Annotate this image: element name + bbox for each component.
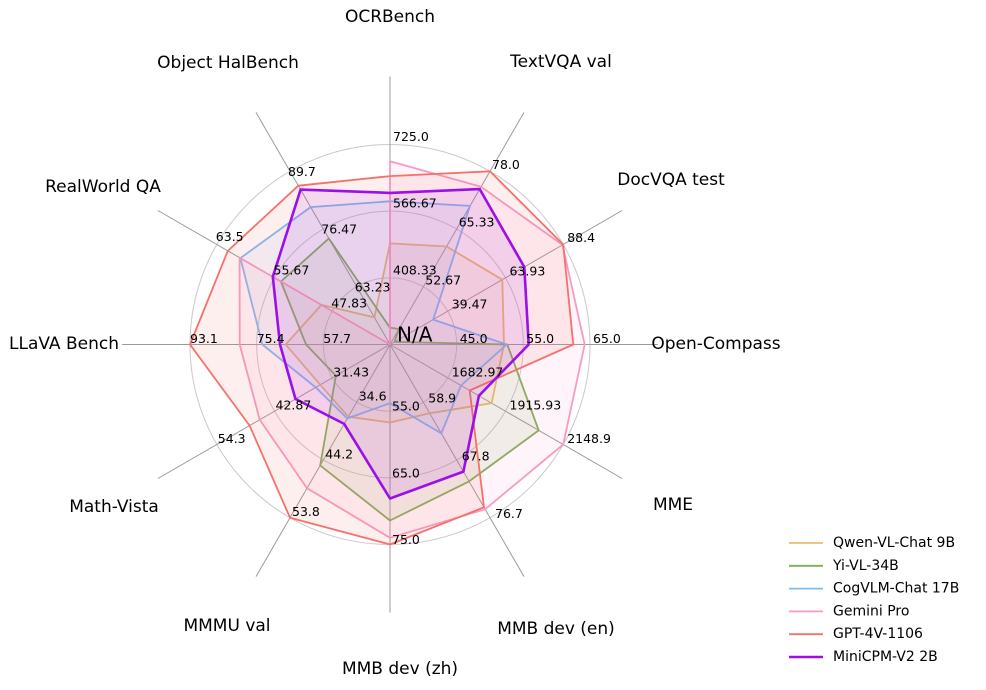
tick-object-halbench-1: 63.23 (355, 279, 391, 294)
tick-textvqa-val-1: 52.67 (425, 272, 461, 287)
tick-docvqa-test-3: 88.4 (567, 230, 595, 245)
legend-item-gemini-pro: Gemini Pro (789, 603, 909, 619)
legend-label-gpt-4v-1106: GPT-4V-1106 (833, 626, 923, 642)
axis-label-mmmu-val: MMMU val (183, 616, 270, 636)
series-line-gpt-4v-1106 (189, 170, 575, 546)
tick-open-compass-1: 45.0 (460, 331, 488, 346)
tick-ocrbench-2: 566.67 (393, 196, 437, 211)
axis-label-math-vista: Math-Vista (69, 497, 159, 517)
axis-label-mmb-dev-en: MMB dev (en) (497, 619, 615, 639)
tick-realworld-qa-1: 47.83 (331, 296, 367, 311)
tick-llava-bench-1: 57.7 (323, 331, 351, 346)
spoke-docvqa-test (389, 210, 623, 345)
tick-mmb-dev-en-2: 67.8 (462, 449, 490, 464)
tick-open-compass-2: 55.0 (526, 331, 554, 346)
tick-math-vista-1: 31.43 (333, 364, 369, 379)
tick-object-halbench-3: 89.7 (288, 164, 316, 179)
tick-llava-bench-2: 75.4 (257, 331, 285, 346)
series-fill-yi-vl-34b (280, 238, 539, 521)
tick-math-vista-3: 54.3 (218, 431, 246, 446)
tick-mmb-dev-zh-1: 55.0 (392, 399, 420, 414)
tick-docvqa-test-1: 39.47 (452, 297, 488, 312)
axis-label-object-halbench: Object HalBench (157, 53, 299, 73)
center-na-label: N/A (397, 323, 433, 347)
tick-llava-bench-3: 93.1 (190, 331, 218, 346)
tick-textvqa-val-2: 65.33 (459, 215, 495, 230)
legend-item-yi-vl-34b: Yi-VL-34B (789, 558, 899, 574)
axis-label-realworld-qa: RealWorld QA (45, 177, 161, 197)
legend-label-yi-vl-34b: Yi-VL-34B (832, 558, 899, 574)
axis-label-ocrbench: OCRBench (345, 7, 435, 27)
series-layer (189, 160, 586, 546)
tick-mmb-dev-en-3: 76.7 (495, 506, 523, 521)
tick-mme-2: 1915.93 (510, 398, 562, 413)
spoke-mmmu-val (255, 344, 391, 577)
series-fill-gemini-pro (239, 161, 585, 538)
legend-item-qwen-vl-chat-9b: Qwen-VL-Chat 9B (789, 535, 955, 551)
axis-labels-layer: OCRBench TextVQA val DocVQA test Open-Compa… (9, 7, 781, 679)
axis-label-open-compass: Open-Compass (651, 334, 780, 354)
tick-docvqa-test-2: 63.93 (510, 263, 546, 278)
tick-mmmu-val-3: 53.8 (292, 504, 320, 519)
axis-label-mme: MME (653, 495, 693, 515)
series-line-minicpm-v2-2b (271, 187, 531, 500)
tick-mmb-dev-zh-2: 65.0 (392, 465, 420, 480)
tick-mmb-dev-en-1: 58.9 (428, 391, 456, 406)
spoke-textvqa-val (389, 112, 525, 345)
tick-labels-layer: 408.33 566.67 725.0 52.67 65.33 78.0 39.47 63.9… (190, 129, 621, 547)
spoke-math-vista (157, 344, 391, 479)
tick-mmmu-val-1: 34.6 (359, 389, 387, 404)
legend-item-minicpm-v2-2b: MiniCPM-V2 2B (789, 649, 938, 665)
axis-label-docvqa-test: DocVQA test (617, 170, 725, 190)
tick-object-halbench-2: 76.47 (321, 222, 357, 237)
axis-label-llava-bench: LLaVA Bench (9, 334, 119, 354)
tick-mmmu-val-2: 44.2 (325, 447, 353, 462)
tick-mme-1: 1682.97 (452, 364, 504, 379)
legend-item-cogvlm-chat-17b: CogVLM-Chat 17B (789, 581, 959, 597)
tick-open-compass-3: 65.0 (593, 331, 621, 346)
tick-math-vista-2: 42.87 (276, 398, 312, 413)
legend-label-cogvlm-chat-17b: CogVLM-Chat 17B (833, 581, 959, 597)
tick-mme-3: 2148.9 (567, 431, 611, 446)
spoke-mmb-dev-en (389, 344, 525, 577)
tick-ocrbench-3: 725.0 (393, 129, 429, 144)
series-fill-cogvlm-chat-17b (240, 201, 507, 434)
series-fill-minicpm-v2-2b (272, 189, 529, 499)
tick-textvqa-val-3: 78.0 (492, 157, 520, 172)
tick-mmb-dev-zh-3: 75.0 (392, 532, 420, 547)
spoke-object-halbench (255, 112, 391, 345)
legend: Qwen-VL-Chat 9B Yi-VL-34B CogVLM-Chat 17B G… (789, 535, 959, 665)
spoke-mme (389, 344, 623, 479)
tick-realworld-qa-3: 63.5 (216, 229, 244, 244)
axis-label-mmb-dev-zh: MMB dev (zh) (342, 659, 458, 679)
tick-realworld-qa-2: 55.67 (274, 262, 310, 277)
series-fill-qwen-vl-chat-9b (285, 243, 504, 423)
series-fill-gpt-4v-1106 (190, 171, 574, 545)
tick-ocrbench-1: 408.33 (393, 262, 437, 277)
legend-label-minicpm-v2-2b: MiniCPM-V2 2B (833, 649, 938, 665)
legend-label-qwen-vl-chat-9b: Qwen-VL-Chat 9B (833, 535, 955, 551)
axis-label-textvqa-val: TextVQA val (509, 52, 612, 72)
legend-item-gpt-4v-1106: GPT-4V-1106 (789, 626, 923, 642)
legend-label-gemini-pro: Gemini Pro (833, 603, 909, 619)
